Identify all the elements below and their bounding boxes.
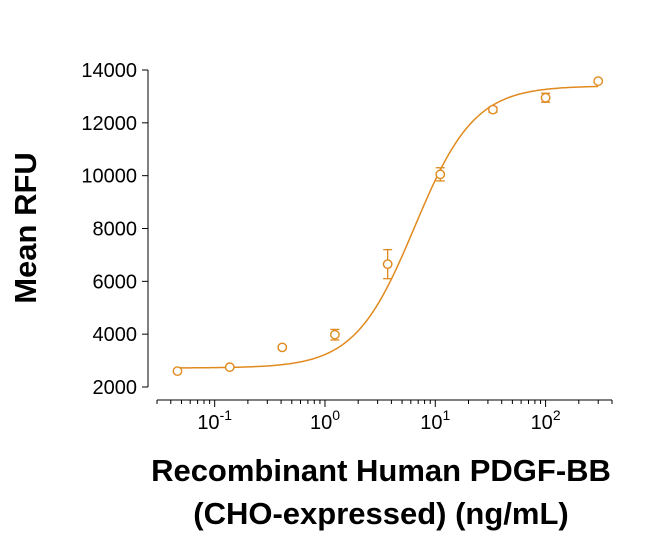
fit-curve xyxy=(177,85,599,369)
x-axis-title-line2: (CHO-expressed) (ng/mL) xyxy=(193,496,568,531)
data-marker xyxy=(435,169,446,180)
data-marker xyxy=(488,104,498,115)
y-axis-title: Mean RFU xyxy=(8,152,43,304)
x-tick-label: 100 xyxy=(310,407,340,434)
data-point xyxy=(593,76,604,86)
data-point xyxy=(540,92,551,103)
x-tick-label: 101 xyxy=(420,407,450,434)
x-axis: 10-1 100 101 102 xyxy=(156,399,613,434)
x-tick-label-base: 10 xyxy=(420,412,442,434)
y-tick-label: 4000 xyxy=(93,324,138,346)
x-tick-label-exponent: 0 xyxy=(332,407,340,423)
data-marker xyxy=(593,76,604,86)
data-point xyxy=(277,342,288,353)
x-tick-label-exponent: 2 xyxy=(553,407,561,423)
x-tick-label: 102 xyxy=(531,407,561,434)
x-tick-label-exponent: 1 xyxy=(443,407,451,423)
data-marker xyxy=(224,362,235,373)
x-tick-label-base: 10 xyxy=(310,412,332,434)
data-point xyxy=(329,328,340,341)
y-axis: 2000 4000 6000 8000 10000 12000 14000 xyxy=(81,60,149,399)
x-tick-label-base: 10 xyxy=(531,412,553,434)
y-tick-label: 10000 xyxy=(81,166,137,188)
data-point xyxy=(435,167,446,182)
x-tick-label-exponent: -1 xyxy=(220,407,233,423)
y-tick-label: 12000 xyxy=(81,113,137,135)
data-marker xyxy=(540,92,551,103)
y-tick-label: 8000 xyxy=(93,219,138,241)
data-marker xyxy=(329,329,340,340)
y-tick-label: 6000 xyxy=(93,271,138,293)
x-tick-label: 10-1 xyxy=(197,407,232,434)
data-points xyxy=(172,76,604,377)
data-marker xyxy=(382,259,393,270)
data-marker xyxy=(172,366,183,377)
data-marker xyxy=(277,342,288,353)
y-tick-label: 2000 xyxy=(93,377,138,399)
y-tick-label: 14000 xyxy=(81,60,137,82)
x-tick-label-base: 10 xyxy=(197,412,219,434)
data-point xyxy=(382,248,393,280)
data-point xyxy=(488,104,498,115)
data-point xyxy=(224,362,235,373)
data-point xyxy=(172,366,183,377)
x-axis-title-line1: Recombinant Human PDGF-BB xyxy=(151,453,611,488)
